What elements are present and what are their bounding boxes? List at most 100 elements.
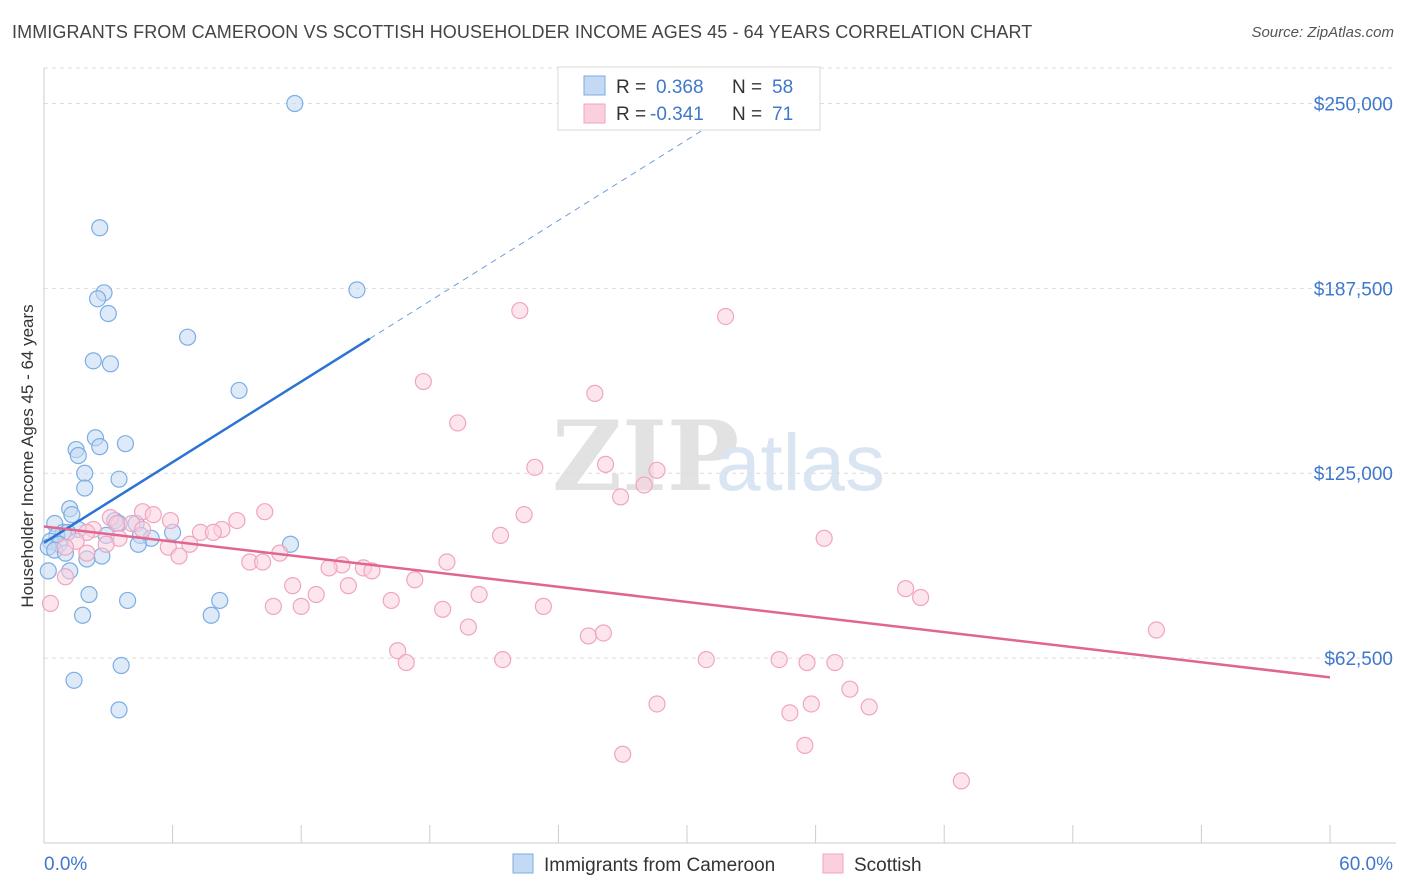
point-cameroon: [230, 381, 248, 400]
x-tick-label: 0.0%: [44, 854, 87, 875]
point-scottish: [648, 695, 666, 713]
point-cameroon: [76, 464, 94, 482]
point-scottish: [596, 455, 615, 473]
point-scottish: [406, 571, 424, 589]
point-scottish: [264, 597, 282, 615]
point-cameroon: [88, 290, 107, 308]
point-scottish: [826, 653, 844, 672]
point-scottish: [254, 553, 272, 571]
legend-swatch-pink: [583, 103, 606, 124]
point-cameroon: [80, 585, 98, 604]
trend-lines: [43, 67, 1331, 679]
point-scottish: [97, 535, 115, 553]
point-cameroon: [63, 506, 81, 524]
point-scottish: [515, 506, 533, 524]
point-scottish: [770, 651, 788, 669]
point-cameroon: [69, 446, 87, 465]
point-cameroon: [286, 94, 304, 113]
point-scottish: [511, 301, 529, 320]
series-legend: Immigrants from Cameroon Scottish: [512, 853, 922, 876]
trend-line-cameroon: [43, 337, 371, 544]
point-scottish: [586, 384, 604, 402]
point-cameroon: [202, 606, 220, 624]
point-scottish: [56, 538, 75, 556]
point-scottish: [414, 372, 432, 391]
series-legend-label-scottish: Scottish: [854, 855, 922, 876]
point-cameroon: [118, 591, 137, 610]
point-scottish: [534, 597, 552, 615]
point-scottish: [459, 618, 477, 636]
point-scottish: [491, 526, 510, 544]
point-scottish: [108, 514, 126, 533]
point-scottish: [256, 503, 274, 521]
legend-r-value-1: 0.368: [656, 77, 704, 98]
point-scottish: [798, 653, 816, 672]
point-scottish: [611, 488, 630, 506]
point-cameroon: [91, 438, 109, 456]
y-tick-label: $187,500: [1314, 279, 1393, 300]
watermark: ZIP atlas: [552, 400, 885, 513]
y-tick-label: $125,000: [1314, 464, 1393, 485]
stats-legend: R = 0.368 N = 58 R = -0.341 N = 71: [557, 66, 821, 131]
point-scottish: [307, 585, 325, 604]
point-cameroon: [112, 656, 130, 675]
point-cameroon: [39, 562, 57, 580]
point-scottish: [594, 624, 613, 642]
point-scottish: [382, 591, 400, 610]
point-scottish: [897, 580, 915, 598]
point-scottish: [802, 695, 820, 713]
point-cameroon: [211, 591, 229, 610]
point-scottish: [161, 511, 180, 530]
point-cameroon: [110, 701, 128, 719]
point-cameroon: [73, 606, 92, 624]
point-scottish: [363, 562, 381, 580]
point-scottish: [78, 544, 96, 562]
point-cameroon: [65, 671, 83, 689]
point-scottish: [397, 653, 415, 672]
point-scottish: [494, 651, 512, 669]
point-scottish: [860, 698, 878, 716]
point-cameroon: [91, 219, 109, 237]
point-scottish: [781, 704, 799, 722]
point-scottish: [438, 553, 456, 571]
point-cameroon: [99, 304, 117, 323]
point-scottish: [470, 585, 488, 604]
point-scottish: [1147, 621, 1165, 639]
point-scottish: [635, 476, 653, 494]
point-scottish: [228, 511, 246, 530]
point-scottish: [526, 458, 544, 476]
axes: $62,500 $125,000 $187,500 $250,000 0.0% 60.0%: [43, 68, 1396, 875]
source-label: Source: ZipAtlas.com: [1251, 24, 1394, 41]
point-scottish: [133, 520, 152, 539]
point-scottish: [614, 745, 632, 763]
y-tick-label: $62,500: [1324, 649, 1393, 670]
x-tick-label: 60.0%: [1339, 854, 1393, 875]
legend-n-label-1: N =: [732, 77, 762, 98]
point-scottish: [912, 588, 930, 607]
legend-r-label-2: R =: [616, 104, 646, 125]
series-legend-swatch-cameroon: [512, 853, 534, 874]
point-scottish: [716, 307, 735, 326]
point-scottish: [796, 736, 814, 754]
legend-r-label-1: R =: [616, 77, 646, 98]
point-scottish: [815, 529, 833, 547]
legend-r-value-2: -0.341: [650, 104, 704, 125]
point-scottish: [339, 577, 357, 595]
trend-line-scottish: [43, 525, 1331, 679]
legend-n-value-2: 71: [772, 104, 793, 125]
point-scottish: [170, 547, 188, 565]
point-cameroon: [116, 435, 135, 453]
y-tick-label: $250,000: [1314, 94, 1393, 115]
point-scottish: [841, 680, 859, 698]
chart-title: IMMIGRANTS FROM CAMEROON VS SCOTTISH HOU…: [12, 22, 1033, 42]
legend-n-label-2: N =: [732, 104, 762, 125]
point-scottish: [697, 651, 715, 669]
point-scottish: [579, 627, 598, 645]
point-scottish: [56, 568, 75, 586]
legend-swatch-blue: [583, 75, 606, 96]
svg-text:ZIP: ZIP: [552, 400, 739, 513]
point-scottish: [292, 597, 310, 615]
point-cameroon: [110, 470, 128, 488]
point-scottish: [952, 772, 970, 790]
point-cameroon: [76, 479, 94, 497]
